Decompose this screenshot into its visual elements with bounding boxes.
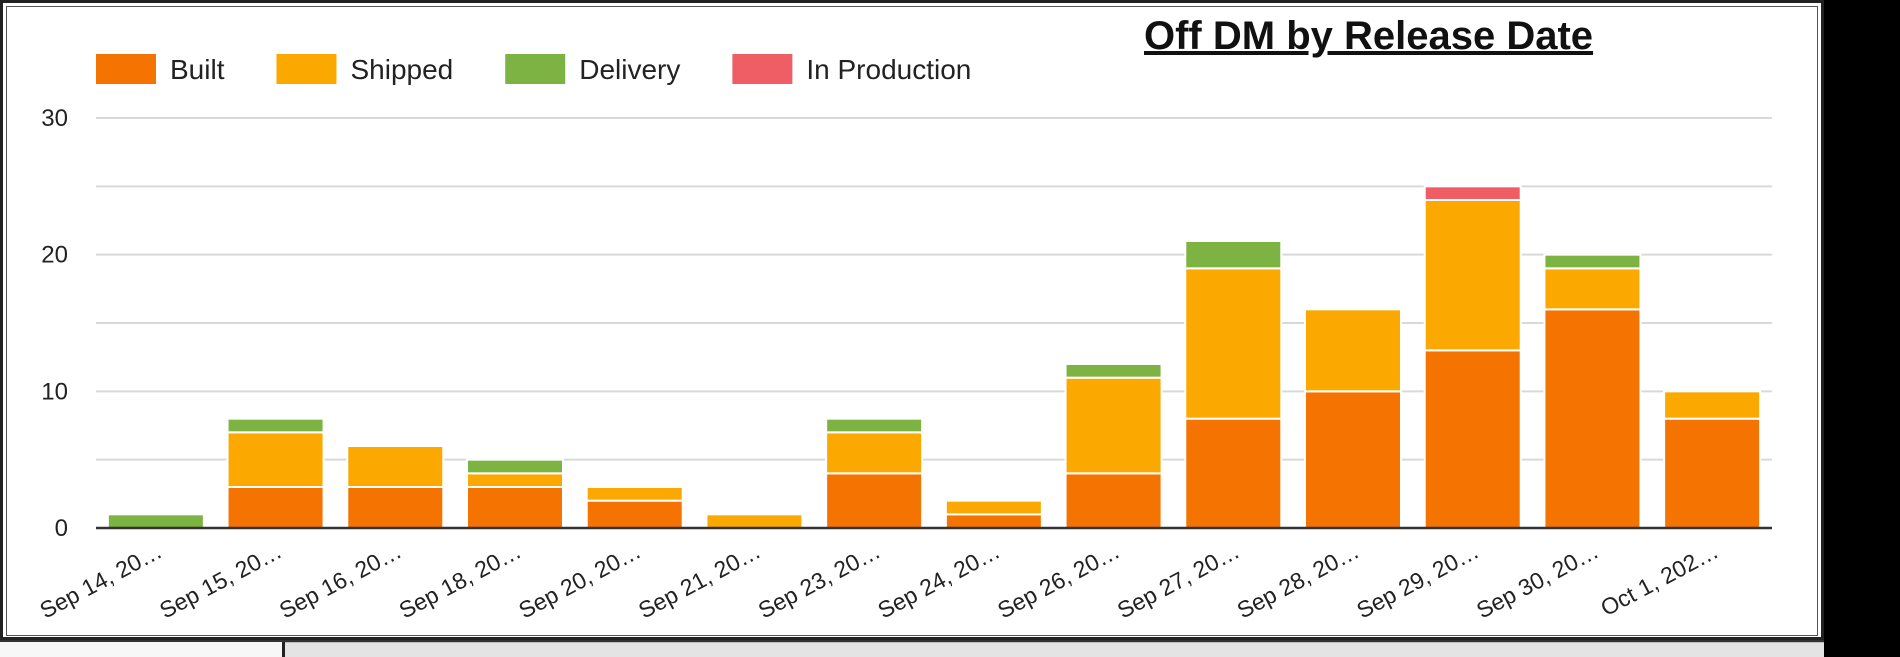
bar-segment [226,417,325,434]
x-tick-label: Sep 21, 20… [634,537,765,623]
x-tick-label: Sep 15, 20… [155,537,286,623]
bar-stacks [106,185,1762,530]
legend-label: Shipped [350,54,453,85]
y-tick-label: 10 [41,378,68,405]
x-tick-label: Sep 23, 20… [754,537,885,623]
bottom-panel-left [0,642,285,657]
x-axis-ticks: Sep 14, 20…Sep 15, 20…Sep 16, 20…Sep 18,… [35,537,1722,623]
x-tick-label: Sep 20, 20… [514,537,645,623]
legend-label: Delivery [579,54,680,85]
legend-swatch [732,54,793,84]
chart-title: Off DM by Release Date [1144,14,1594,58]
x-tick-label: Sep 24, 20… [873,537,1004,623]
x-tick-label: Sep 27, 20… [1113,537,1244,623]
x-tick-label: Sep 26, 20… [993,537,1124,623]
bar-segment [1064,472,1163,530]
legend-label: Built [170,54,225,85]
bar-segment [825,417,924,434]
bar-segment [1423,199,1522,352]
bar-segment [1543,308,1642,530]
bar-segment [1184,267,1283,420]
bar-segment [106,513,205,529]
chart-card-inner-border [6,6,1818,636]
bar-segment [585,486,684,502]
bar-segment [466,458,564,475]
bar-segment [1663,390,1762,420]
bar-segment [944,499,1043,516]
bottom-panel-strip [0,640,1824,657]
bar-segment [346,486,445,529]
bar-segment [1663,417,1762,529]
x-tick-label: Oct 1, 202… [1596,537,1722,621]
bar-segment [466,472,564,489]
window-edge-band [1824,0,1900,657]
x-tick-label: Sep 30, 20… [1472,537,1603,623]
bar-segment [466,486,564,529]
bar-segment [1543,253,1642,270]
x-tick-label: Sep 14, 20… [35,537,166,623]
bar-segment [825,431,924,475]
legend-label: In Production [806,54,971,85]
y-tick-label: 20 [41,242,68,269]
legend-swatch [96,54,156,84]
bar-segment [1543,267,1642,311]
legend-swatch [505,54,566,84]
legend: Built Shipped Delivery In Production [96,54,971,85]
y-tick-label: 30 [41,105,68,132]
y-axis-ticks: 0 10 20 30 [41,105,68,542]
bar-segment [1304,390,1402,530]
bar-segment [944,513,1043,529]
x-tick-label: Sep 18, 20… [395,537,526,623]
bar-segment [226,486,325,529]
bar-segment [1423,185,1522,201]
bar-segment [346,445,445,488]
bar-segment [1304,308,1402,393]
bottom-panel-right [285,642,1824,657]
bar-segment [585,499,684,529]
stacked-bar-chart: 0 10 20 30 Sep 14, 20…Sep 15, 20…Sep 16, 20… [35,54,1772,623]
bar-segment [226,431,325,489]
bar-segment [825,472,924,530]
bar-segment [1423,349,1522,530]
x-tick-label: Sep 16, 20… [275,537,406,623]
bar-segment [1184,240,1283,270]
y-tick-label: 0 [55,515,68,542]
x-tick-label: Sep 29, 20… [1352,537,1483,623]
bar-segment [1064,376,1163,475]
bar-segment [705,513,804,529]
bar-segment [1064,363,1163,379]
x-tick-label: Sep 28, 20… [1233,537,1364,623]
bar-segment [1184,417,1283,529]
legend-swatch [276,54,337,84]
